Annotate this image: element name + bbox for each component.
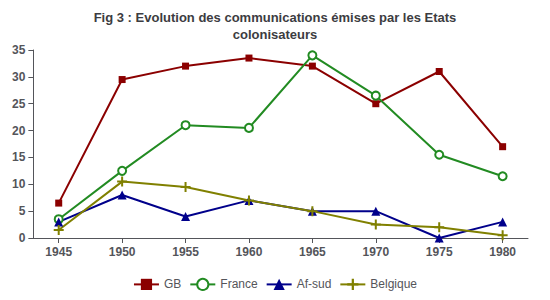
svg-text:0: 0 xyxy=(19,231,26,245)
svg-text:1955: 1955 xyxy=(172,245,199,259)
svg-text:30: 30 xyxy=(12,70,26,84)
svg-text:20: 20 xyxy=(12,124,26,138)
svg-text:France: France xyxy=(220,277,258,291)
svg-text:1945: 1945 xyxy=(45,245,72,259)
svg-text:Belgique: Belgique xyxy=(370,277,417,291)
svg-text:25: 25 xyxy=(12,97,26,111)
svg-text:GB: GB xyxy=(164,277,181,291)
svg-text:35: 35 xyxy=(12,43,26,57)
svg-text:15: 15 xyxy=(12,150,26,164)
svg-text:1950: 1950 xyxy=(109,245,136,259)
svg-text:Af-sud: Af-sud xyxy=(297,277,332,291)
svg-text:1970: 1970 xyxy=(362,245,389,259)
svg-text:colonisateurs: colonisateurs xyxy=(233,27,318,42)
svg-text:5: 5 xyxy=(19,204,26,218)
svg-text:1980: 1980 xyxy=(489,245,516,259)
svg-text:10: 10 xyxy=(12,177,26,191)
svg-text:1965: 1965 xyxy=(299,245,326,259)
svg-text:1960: 1960 xyxy=(236,245,263,259)
svg-text:Fig 3 : Evolution des communic: Fig 3 : Evolution des communications émi… xyxy=(94,10,457,25)
svg-text:1975: 1975 xyxy=(426,245,453,259)
